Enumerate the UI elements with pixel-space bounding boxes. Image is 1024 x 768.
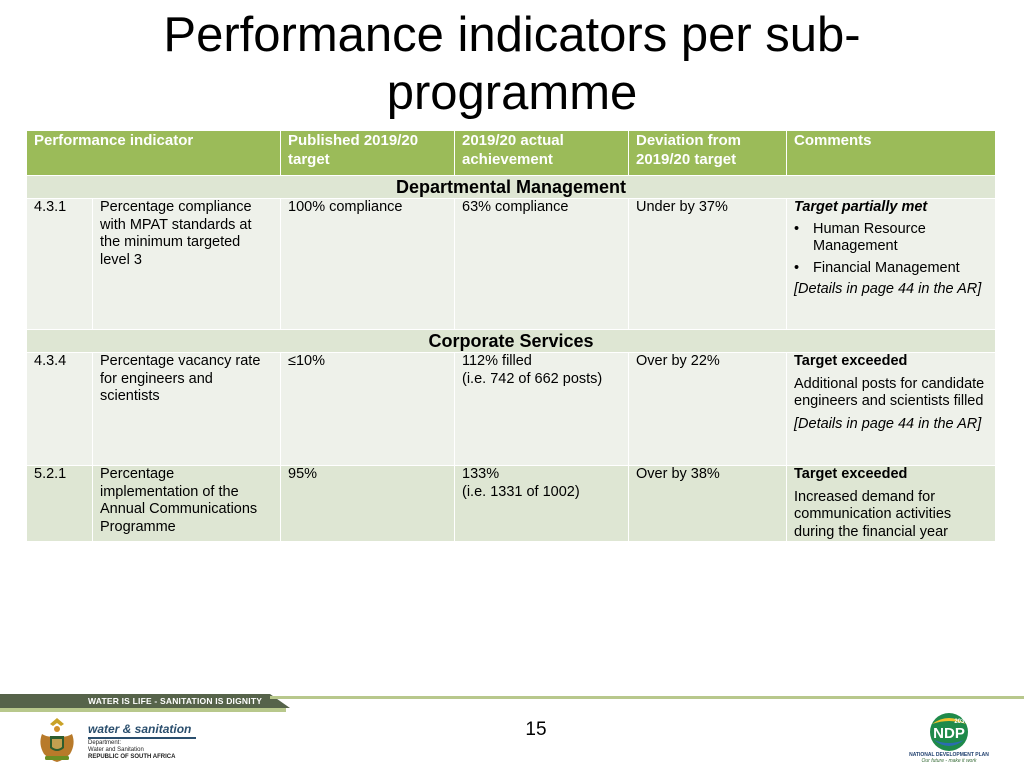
actual-achievement: 112% filled (i.e. 742 of 662 posts): [454, 352, 629, 466]
comments-cell: Target exceeded Additional posts for can…: [786, 352, 996, 466]
ndp-tagline: Our future - make it work: [921, 758, 977, 764]
ndp-year: 2030: [954, 719, 968, 725]
achievement-value: 133%: [462, 466, 500, 482]
slide-title: Performance indicators per sub-programme: [163, 8, 861, 120]
list-item: Human Resource Management: [794, 221, 988, 256]
header-published-target: Published 2019/20 target: [280, 130, 455, 176]
table-row: 5.2.1 Percentage implementation of the A…: [26, 465, 996, 542]
indicator-code: 4.3.4: [26, 352, 93, 466]
header-performance-indicator: Performance indicator: [26, 130, 281, 176]
table-row: 4.3.1 Percentage compliance with MPAT st…: [26, 198, 996, 330]
achievement-value: 112% filled: [462, 353, 532, 369]
comment-details: [Details in page 44 in the AR]: [794, 415, 982, 432]
achievement-detail: (i.e. 742 of 662 posts): [462, 370, 603, 387]
comments-cell: Target partially met Human Resource Mana…: [786, 198, 996, 330]
header-comments: Comments: [786, 130, 996, 176]
header-actual-achievement: 2019/20 actual achievement: [454, 130, 629, 176]
coat-of-arms-icon: [40, 718, 74, 762]
indicator-description: Percentage implementation of the Annual …: [92, 465, 281, 542]
header-deviation: Deviation from 2019/20 target: [628, 130, 787, 176]
published-target: 100% compliance: [280, 198, 455, 330]
deviation: Over by 38%: [628, 465, 787, 542]
actual-achievement: 133% (i.e. 1331 of 1002): [454, 465, 629, 542]
dept-logo-text: Department: Water and Sanitation REPUBLI…: [88, 740, 175, 761]
performance-indicator-table: Performance indicator Published 2019/20 …: [26, 130, 996, 542]
actual-achievement: 63% compliance: [454, 198, 629, 330]
comment-details: [Details in page 44 in the AR]: [794, 281, 982, 297]
table-row: 4.3.4 Percentage vacancy rate for engine…: [26, 352, 996, 466]
comments-cell: Target exceeded Increased demand for com…: [786, 465, 996, 542]
indicator-description: Percentage vacancy rate for engineers an…: [92, 352, 281, 466]
dept-logo-rule: [88, 737, 196, 739]
section-corporate-services: Corporate Services: [26, 329, 996, 353]
ndp-mark: NDP: [933, 725, 965, 742]
footer-light-band: [0, 708, 286, 712]
ndp-caption-title: NATIONAL DEVELOPMENT PLAN: [909, 752, 989, 758]
comment-heading: Target exceeded: [794, 466, 908, 482]
footer-light-rule: [270, 696, 1024, 699]
ndp-emblem-icon: NDP 2030: [930, 713, 968, 751]
footer-bar: WATER IS LIFE - SANITATION IS DIGNITY: [0, 694, 1024, 712]
comment-heading: Target partially met: [794, 199, 928, 215]
achievement-detail: (i.e. 1331 of 1002): [462, 483, 580, 500]
department-logo: water & sanitation Department: Water and…: [36, 716, 216, 764]
published-target: 95%: [280, 465, 455, 542]
dept-line-2: Water and Sanitation: [88, 747, 144, 753]
indicator-code: 5.2.1: [26, 465, 93, 542]
dept-line-1: Department:: [88, 740, 122, 746]
indicator-description: Percentage compliance with MPAT standard…: [92, 198, 281, 330]
dept-logo-title: water & sanitation: [88, 722, 192, 736]
published-target: ≤10%: [280, 352, 455, 466]
list-item: Financial Management: [794, 260, 988, 278]
footer-dark-band: [0, 694, 290, 708]
ndp-logo: NDP 2030 NATIONAL DEVELOPMENT PLAN Our f…: [906, 710, 992, 766]
section-row: Corporate Services: [26, 329, 996, 353]
page-number: 15: [525, 719, 547, 740]
comment-text: Increased demand for communication activ…: [794, 488, 952, 540]
comment-heading: Target exceeded: [794, 353, 908, 369]
comment-text: Additional posts for candidate engineers…: [794, 375, 985, 410]
footer-slogan: WATER IS LIFE - SANITATION IS DIGNITY: [88, 696, 263, 706]
dept-line-3: REPUBLIC OF SOUTH AFRICA: [88, 754, 176, 760]
indicator-code: 4.3.1: [26, 198, 93, 330]
comment-bullet-list: Human Resource Management Financial Mana…: [794, 221, 988, 278]
deviation: Over by 22%: [628, 352, 787, 466]
deviation: Under by 37%: [628, 198, 787, 330]
section-row: Departmental Management: [26, 175, 996, 199]
section-departmental-management: Departmental Management: [26, 175, 996, 199]
table-header-row: Performance indicator Published 2019/20 …: [26, 130, 996, 176]
ndp-caption: NATIONAL DEVELOPMENT PLAN Our future - m…: [906, 752, 992, 764]
